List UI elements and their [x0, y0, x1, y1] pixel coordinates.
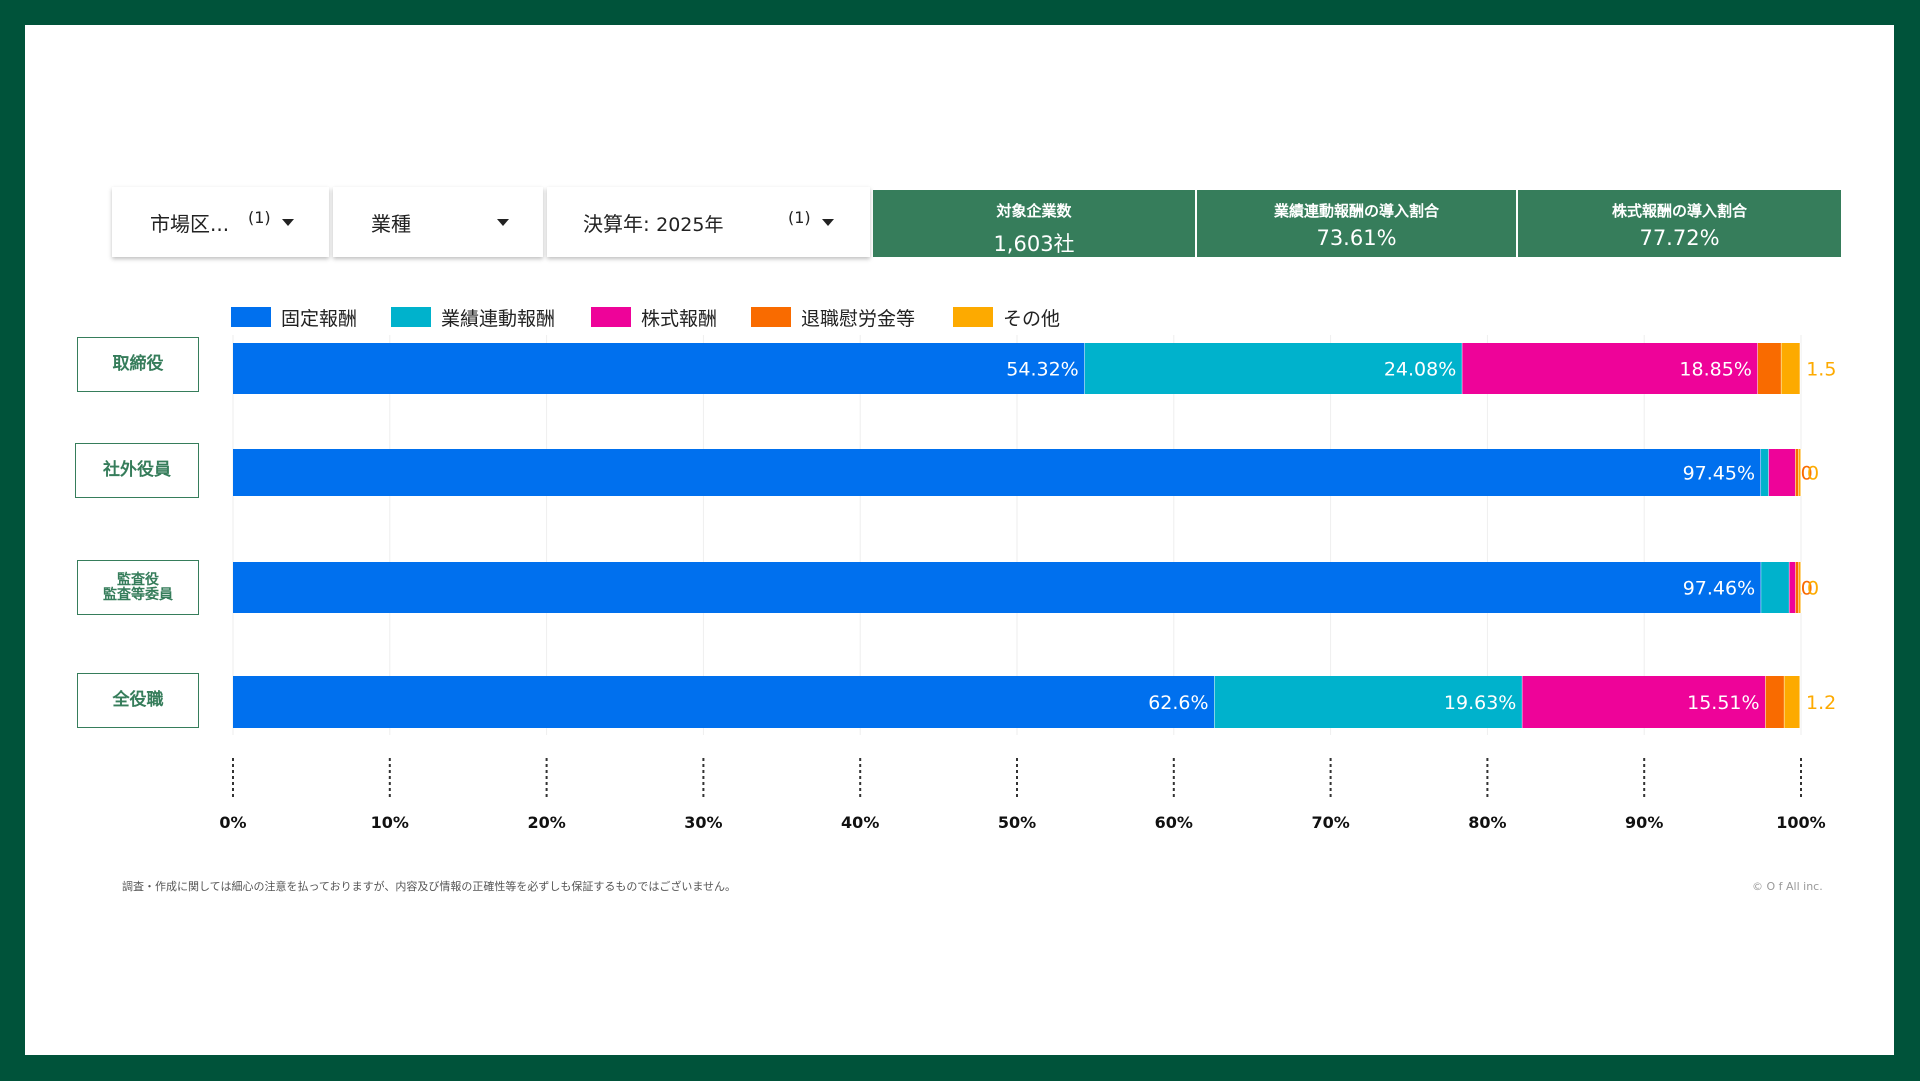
- kpi-performance-ratio: 業績連動報酬の導入割合 73.61%: [1197, 190, 1516, 257]
- bar-segment[interactable]: [233, 343, 1085, 394]
- x-tick-label: 10%: [371, 813, 409, 832]
- chevron-down-icon[interactable]: [282, 219, 294, 226]
- bar-segment[interactable]: [1761, 449, 1769, 496]
- market-filter[interactable]: 市場区... (1): [112, 187, 329, 257]
- legend-label: 固定報酬: [281, 307, 358, 330]
- data-label: 0: [1807, 578, 1819, 600]
- bar-segment[interactable]: [1795, 562, 1799, 613]
- data-label: 62.6%: [1148, 692, 1208, 714]
- x-tick-label: 20%: [527, 813, 565, 832]
- kpi-company-count: 対象企業数 1,603社: [873, 190, 1195, 257]
- data-label: 97.46%: [1683, 578, 1755, 600]
- bar-segment[interactable]: [1757, 343, 1782, 394]
- bar-segment[interactable]: [1789, 562, 1796, 613]
- fiscal-year-filter-count: (1): [788, 208, 811, 227]
- data-label: 0: [1807, 463, 1819, 485]
- x-tick-label: 0%: [219, 813, 246, 832]
- bar-segment[interactable]: [1214, 676, 1523, 728]
- kpi-value: 77.72%: [1639, 226, 1720, 250]
- row-label-directors: 取締役: [77, 337, 199, 392]
- x-tick-label: 30%: [684, 813, 722, 832]
- bar-segment[interactable]: [1761, 562, 1790, 613]
- chevron-down-icon[interactable]: [822, 219, 834, 226]
- x-tick-label: 70%: [1311, 813, 1349, 832]
- data-label: 15.51%: [1687, 692, 1759, 714]
- data-label: 54.32%: [1006, 359, 1078, 381]
- data-label: 1.2: [1806, 692, 1836, 714]
- data-label: 1.5: [1806, 359, 1836, 381]
- copyright-text: © O f All inc.: [1752, 880, 1823, 893]
- data-label: 97.45%: [1683, 463, 1755, 485]
- legend-swatch: [391, 307, 431, 327]
- industry-filter-label: 業種: [371, 211, 411, 236]
- legend-swatch: [953, 307, 993, 327]
- kpi-value: 1,603社: [993, 232, 1075, 256]
- bar-segment[interactable]: [1765, 676, 1785, 728]
- row-label-auditors: 監査役 監査等委員: [77, 560, 199, 615]
- kpi-title: 業績連動報酬の導入割合: [1273, 202, 1439, 220]
- bar-segment[interactable]: [233, 676, 1215, 728]
- x-tick-label: 60%: [1155, 813, 1193, 832]
- kpi-value: 73.61%: [1316, 226, 1397, 250]
- legend-label: 株式報酬: [641, 307, 718, 330]
- bar-segment[interactable]: [233, 449, 1762, 496]
- fiscal-year-filter[interactable]: 決算年: 2025年 (1): [547, 187, 870, 257]
- legend-other[interactable]: その他: [953, 305, 1061, 330]
- legend-label: その他: [1003, 307, 1061, 330]
- fiscal-year-value: 2025年: [656, 213, 724, 236]
- bar-segment[interactable]: [1795, 449, 1799, 496]
- legend-swatch: [751, 307, 791, 327]
- legend-label: 業績連動報酬: [441, 307, 556, 330]
- legend-label: 退職慰労金等: [801, 307, 916, 330]
- row-label-outside-officers: 社外役員: [75, 443, 199, 498]
- x-tick-label: 100%: [1776, 813, 1825, 832]
- data-label: 0: [1801, 463, 1813, 485]
- industry-filter[interactable]: 業種: [333, 187, 543, 257]
- bar-segment[interactable]: [1784, 676, 1801, 728]
- data-label: 0: [1801, 578, 1813, 600]
- disclaimer-footnote: 調査・作成に関しては細心の注意を払っておりますが、内容及び情報の正確性等を必ずし…: [122, 880, 737, 893]
- bar-segment[interactable]: [1084, 343, 1463, 394]
- bar-segment[interactable]: [1522, 676, 1766, 728]
- data-label: 24.08%: [1384, 359, 1456, 381]
- bar-segment[interactable]: [1462, 343, 1758, 394]
- data-label: 18.85%: [1679, 359, 1751, 381]
- bar-segment[interactable]: [1798, 562, 1801, 613]
- legend-retirement[interactable]: 退職慰労金等: [751, 305, 916, 330]
- fiscal-year-filter-label: 決算年: 2025年: [583, 211, 724, 236]
- chevron-down-icon[interactable]: [497, 219, 509, 226]
- market-filter-label: 市場区...: [150, 211, 230, 236]
- x-tick-label: 90%: [1625, 813, 1663, 832]
- legend-swatch: [591, 307, 631, 327]
- legend-performance[interactable]: 業績連動報酬: [391, 305, 556, 330]
- data-label: 19.63%: [1444, 692, 1516, 714]
- bar-segment[interactable]: [1781, 343, 1801, 394]
- x-tick-label: 80%: [1468, 813, 1506, 832]
- bar-segment[interactable]: [233, 562, 1762, 613]
- x-tick-label: 40%: [841, 813, 879, 832]
- x-tick-label: 50%: [998, 813, 1036, 832]
- market-filter-count: (1): [248, 208, 271, 227]
- bar-segment[interactable]: [1798, 449, 1801, 496]
- row-label-all-positions: 全役職: [77, 673, 199, 728]
- kpi-title: 対象企業数: [996, 202, 1072, 220]
- kpi-title: 株式報酬の導入割合: [1611, 202, 1747, 220]
- legend-stock[interactable]: 株式報酬: [591, 305, 718, 330]
- kpi-stock-ratio: 株式報酬の導入割合 77.72%: [1518, 190, 1841, 257]
- bar-segment[interactable]: [1768, 449, 1796, 496]
- legend-fixed[interactable]: 固定報酬: [231, 305, 358, 330]
- legend-swatch: [231, 307, 271, 327]
